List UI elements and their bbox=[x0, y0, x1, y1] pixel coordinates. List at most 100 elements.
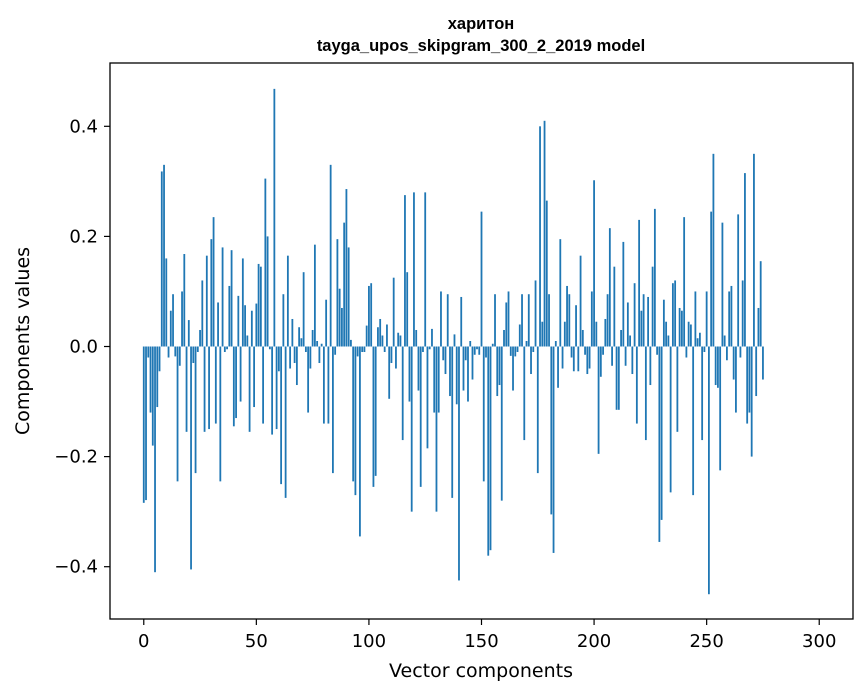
bar bbox=[633, 283, 636, 347]
bar bbox=[417, 346, 420, 391]
bar bbox=[590, 291, 593, 347]
bar bbox=[647, 296, 650, 347]
bar bbox=[496, 346, 499, 397]
bar bbox=[237, 295, 240, 347]
bar bbox=[667, 335, 670, 347]
bar bbox=[311, 329, 314, 347]
x-tick-label: 200 bbox=[577, 631, 611, 652]
bar bbox=[460, 296, 463, 347]
bar bbox=[286, 255, 289, 347]
bar bbox=[442, 346, 445, 361]
chart-subtitle: tayga_upos_skipgram_300_2_2019 model bbox=[317, 37, 645, 55]
bar bbox=[192, 346, 195, 364]
bar bbox=[541, 321, 544, 347]
bar bbox=[446, 294, 449, 347]
bar bbox=[467, 346, 469, 402]
bar bbox=[653, 208, 656, 347]
bar bbox=[523, 346, 526, 441]
bar bbox=[361, 346, 364, 352]
bar bbox=[602, 346, 604, 355]
bar bbox=[226, 346, 228, 350]
bar bbox=[262, 346, 264, 424]
bar bbox=[532, 346, 535, 352]
bar bbox=[579, 255, 582, 347]
bar bbox=[250, 310, 253, 347]
bar bbox=[631, 346, 634, 375]
bar bbox=[374, 346, 377, 476]
bar bbox=[644, 346, 647, 441]
bar bbox=[210, 239, 213, 347]
bar bbox=[208, 346, 210, 430]
bar bbox=[678, 307, 681, 347]
bar bbox=[377, 327, 379, 347]
bar bbox=[397, 332, 400, 347]
bar bbox=[399, 335, 402, 347]
bar bbox=[735, 346, 737, 413]
bar bbox=[458, 346, 460, 581]
x-tick-label: 100 bbox=[352, 631, 386, 652]
bar bbox=[566, 285, 568, 347]
bar bbox=[365, 325, 368, 347]
y-tick-label: 0.0 bbox=[69, 337, 98, 358]
bar bbox=[151, 346, 154, 446]
bar bbox=[169, 310, 172, 347]
bar bbox=[638, 219, 641, 347]
bar bbox=[334, 346, 337, 355]
bar bbox=[277, 346, 280, 372]
bar bbox=[748, 346, 751, 413]
bar bbox=[500, 346, 503, 501]
bar bbox=[318, 346, 321, 364]
bar bbox=[313, 244, 316, 347]
x-tick-label: 300 bbox=[802, 631, 836, 652]
bar bbox=[662, 299, 665, 347]
bar bbox=[336, 239, 339, 347]
bar bbox=[248, 346, 251, 432]
bar bbox=[712, 153, 715, 347]
x-tick-label: 150 bbox=[464, 631, 498, 652]
bar bbox=[244, 305, 246, 347]
bar bbox=[223, 346, 226, 352]
bar bbox=[316, 341, 319, 347]
bar bbox=[422, 346, 424, 352]
bar bbox=[217, 302, 219, 347]
bar bbox=[419, 346, 422, 487]
bar bbox=[527, 294, 530, 347]
bar bbox=[172, 294, 174, 347]
bar bbox=[624, 346, 627, 366]
bar bbox=[440, 291, 442, 347]
bar bbox=[545, 200, 548, 347]
bar bbox=[183, 254, 186, 347]
bar bbox=[282, 294, 285, 347]
bar bbox=[597, 346, 600, 454]
bar bbox=[187, 320, 190, 347]
bar bbox=[381, 335, 384, 347]
bar bbox=[221, 247, 224, 347]
bar bbox=[701, 346, 704, 441]
bars-layer bbox=[142, 88, 764, 595]
bar bbox=[298, 327, 301, 347]
bar bbox=[676, 346, 679, 432]
bar bbox=[241, 258, 244, 347]
bar bbox=[284, 346, 287, 498]
bar bbox=[163, 164, 165, 347]
bar bbox=[737, 214, 740, 347]
bar bbox=[649, 346, 652, 386]
bar bbox=[156, 346, 159, 408]
bar bbox=[584, 346, 586, 355]
bar bbox=[246, 335, 249, 347]
bar bbox=[174, 346, 177, 357]
bar bbox=[383, 346, 386, 352]
bar bbox=[401, 346, 404, 441]
bar bbox=[433, 346, 436, 413]
bar bbox=[635, 346, 638, 424]
bar bbox=[757, 307, 760, 347]
bar bbox=[521, 294, 523, 347]
bar bbox=[178, 346, 181, 366]
bar bbox=[350, 339, 352, 347]
bar bbox=[165, 258, 168, 347]
bar bbox=[726, 346, 728, 361]
bar bbox=[705, 291, 708, 347]
bar bbox=[271, 346, 274, 435]
bar bbox=[275, 346, 278, 430]
bar bbox=[512, 346, 514, 391]
